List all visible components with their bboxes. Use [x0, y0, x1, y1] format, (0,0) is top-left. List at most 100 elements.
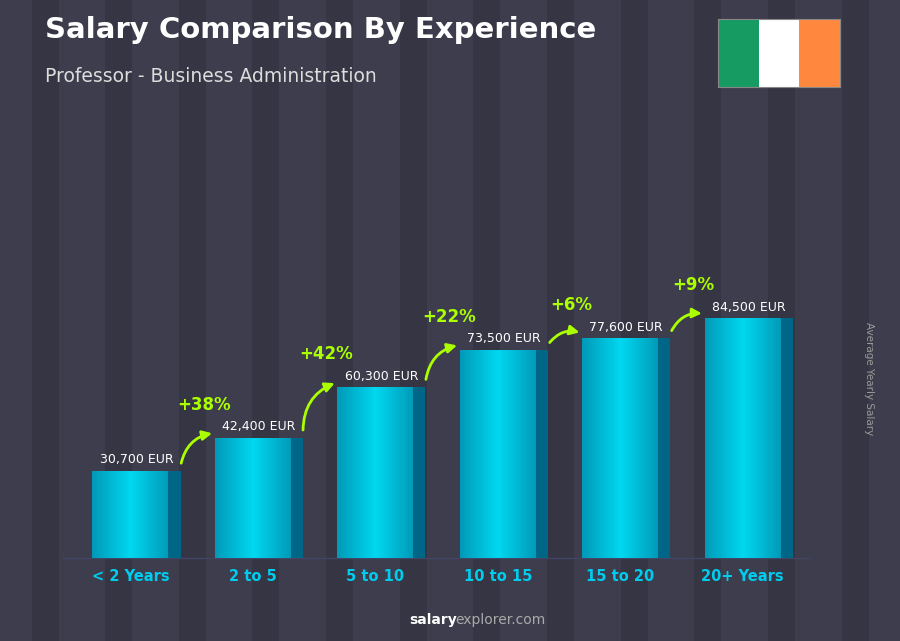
Bar — [225, 438, 226, 558]
Bar — [495, 349, 496, 558]
Bar — [713, 319, 715, 558]
Bar — [512, 349, 513, 558]
Bar — [357, 387, 358, 558]
Bar — [601, 338, 602, 558]
Text: +42%: +42% — [300, 345, 353, 363]
Bar — [535, 349, 536, 558]
Bar — [631, 338, 632, 558]
Bar — [652, 338, 653, 558]
Bar — [266, 438, 267, 558]
Bar — [233, 438, 234, 558]
Bar — [382, 387, 383, 558]
Bar — [468, 349, 469, 558]
Bar — [614, 338, 615, 558]
Bar — [473, 0, 500, 641]
Bar — [257, 438, 258, 558]
Bar — [522, 349, 524, 558]
Bar — [262, 438, 264, 558]
Bar — [470, 349, 472, 558]
Bar — [153, 470, 154, 558]
Bar — [479, 349, 480, 558]
Bar — [751, 319, 752, 558]
Bar — [403, 387, 404, 558]
Bar — [723, 319, 724, 558]
Bar — [149, 470, 150, 558]
Bar — [290, 438, 291, 558]
Bar — [654, 338, 655, 558]
Bar — [146, 470, 147, 558]
Bar — [101, 470, 102, 558]
Bar — [127, 470, 128, 558]
Bar — [775, 319, 776, 558]
Bar — [356, 387, 357, 558]
Bar — [247, 438, 248, 558]
Bar — [275, 438, 276, 558]
Bar — [117, 470, 118, 558]
Bar — [122, 470, 123, 558]
Bar — [340, 387, 341, 558]
Bar — [617, 338, 618, 558]
Bar — [708, 319, 709, 558]
Bar — [130, 470, 131, 558]
Bar — [256, 438, 257, 558]
Bar — [599, 338, 600, 558]
Bar — [95, 470, 96, 558]
Bar — [768, 319, 769, 558]
Bar — [394, 387, 395, 558]
Bar — [508, 349, 509, 558]
Polygon shape — [536, 349, 548, 558]
Bar — [241, 438, 242, 558]
Bar — [694, 0, 721, 641]
Bar — [238, 438, 239, 558]
Bar — [705, 319, 706, 558]
Bar — [264, 438, 265, 558]
Bar — [99, 470, 100, 558]
Bar — [655, 338, 656, 558]
Bar — [765, 319, 767, 558]
Bar — [474, 349, 475, 558]
Bar — [376, 387, 377, 558]
Bar — [503, 349, 504, 558]
Bar — [616, 338, 617, 558]
Bar — [748, 319, 750, 558]
Text: Average Yearly Salary: Average Yearly Salary — [863, 322, 874, 435]
Bar — [492, 349, 493, 558]
Bar — [240, 438, 241, 558]
Bar — [388, 387, 389, 558]
Bar — [657, 338, 658, 558]
Bar — [100, 470, 101, 558]
Bar — [727, 319, 728, 558]
Bar — [634, 338, 635, 558]
Bar — [778, 319, 779, 558]
Bar — [730, 319, 732, 558]
Bar — [743, 319, 744, 558]
Bar — [111, 470, 112, 558]
Bar — [137, 470, 138, 558]
Bar — [499, 349, 500, 558]
Bar — [369, 387, 370, 558]
Bar — [389, 387, 390, 558]
Bar — [244, 438, 245, 558]
Bar — [642, 338, 643, 558]
Bar — [593, 338, 594, 558]
Bar — [352, 387, 353, 558]
Bar — [480, 349, 481, 558]
Bar — [735, 319, 736, 558]
Bar — [401, 387, 403, 558]
Bar — [118, 470, 119, 558]
Bar — [618, 338, 619, 558]
Bar — [498, 349, 499, 558]
Bar — [255, 438, 256, 558]
Bar — [140, 470, 141, 558]
Bar — [641, 338, 642, 558]
Bar — [520, 349, 521, 558]
Bar — [485, 349, 486, 558]
Bar — [285, 438, 286, 558]
Bar — [466, 349, 467, 558]
Bar — [726, 319, 727, 558]
Bar — [747, 319, 748, 558]
Bar — [501, 349, 502, 558]
Bar — [770, 319, 771, 558]
Bar — [253, 438, 254, 558]
Bar — [709, 319, 710, 558]
